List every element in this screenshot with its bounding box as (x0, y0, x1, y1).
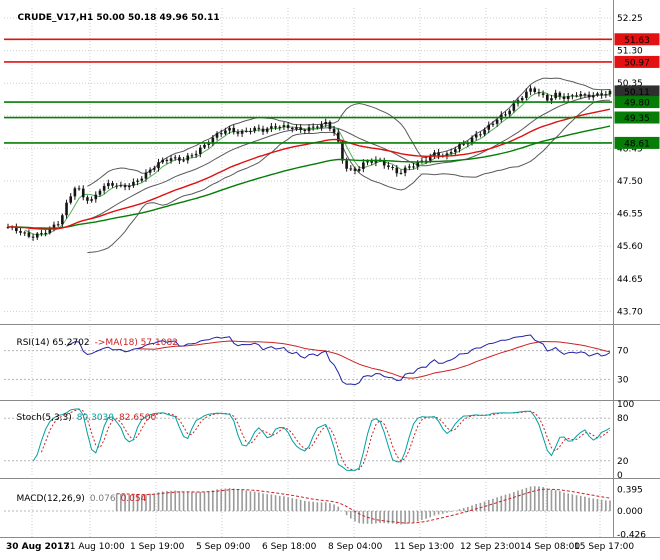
time-tick-label: 11 Sep 13:00 (394, 542, 454, 552)
stoch-tick-label: 20 (617, 457, 629, 467)
stoch-tick-label: 100 (617, 400, 634, 410)
rsi-ma-value: ->MA(18) 57.1082 (94, 338, 178, 348)
price-axis[interactable]: 52.2551.3050.3549.4048.4547.5046.5545.60… (617, 14, 646, 540)
rsi-tick-label: 30 (617, 375, 629, 385)
rsi-tick-label: 70 (617, 347, 629, 357)
stoch-tick-label: 0 (617, 471, 623, 481)
macd-tick-label: -0.426 (617, 530, 646, 540)
macd-label: MACD(12,26,9) 0.076 0.054 (5, 484, 146, 514)
time-tick-label: 12 Sep 23:00 (460, 542, 520, 552)
time-tick-label: 14 Sep 08:00 (520, 542, 580, 552)
stoch-tick-label: 80 (617, 414, 629, 424)
symbol-ohlc-quote: CRUDE_V17,H1 50.00 50.18 49.96 50.11 (17, 13, 220, 23)
time-tick-label: 15 Sep 17:00 (574, 542, 634, 552)
time-tick-label: 30 Aug 2017 (6, 542, 70, 552)
main-price-chart[interactable] (6, 77, 612, 254)
price-badge (614, 85, 660, 98)
price-tick-label: 44.65 (617, 275, 643, 285)
macd-tick-label: 0.000 (617, 507, 643, 517)
time-tick-label: 31 Aug 10:00 (64, 542, 125, 552)
stochastic-panel-plot[interactable] (4, 408, 612, 471)
price-tick-label: 51.30 (617, 47, 643, 57)
macd-signal-value: 0.054 (120, 494, 147, 504)
macd-panel-plot[interactable] (4, 486, 612, 525)
time-tick-label: 8 Sep 04:00 (328, 542, 383, 552)
price-badge (614, 136, 660, 149)
price-tick-label: 48.45 (617, 144, 643, 154)
price-tick-label: 46.55 (617, 210, 643, 220)
price-tick-label: 43.70 (617, 307, 643, 317)
time-tick-label: 1 Sep 19:00 (130, 542, 185, 552)
price-badge (614, 96, 660, 109)
price-tick-label: 52.25 (617, 14, 643, 24)
panel-separators (0, 0, 660, 538)
price-badge-value: 49.80 (624, 99, 650, 109)
price-badge (614, 55, 660, 68)
rsi-name-value: RSI(14) 65.2702 (16, 338, 90, 348)
price-badge-value: 50.97 (624, 58, 650, 68)
chart-title: CRUDE_V17,H1 50.00 50.18 49.96 50.11 (5, 3, 220, 33)
price-badge-value: 48.61 (624, 139, 650, 149)
stoch-d-value: 82.6500 (119, 413, 157, 423)
price-tick-label: 50.35 (617, 79, 643, 89)
price-badge-value: 51.63 (624, 36, 650, 46)
time-tick-label: 6 Sep 18:00 (262, 542, 317, 552)
price-tick-label: 45.60 (617, 242, 643, 252)
stoch-name: Stoch(5,3,3) (16, 413, 72, 423)
grid (4, 8, 612, 537)
stoch-k-value: 80.3030 (76, 413, 114, 423)
price-badge-value: 50.11 (624, 88, 650, 98)
macd-tick-label: 0.395 (617, 485, 643, 495)
rsi-label: RSI(14) 65.2702 ->MA(18) 57.1082 (5, 328, 178, 358)
horizontal-level-lines (4, 38, 612, 144)
time-tick-label: 5 Sep 09:00 (196, 542, 251, 552)
macd-main-value: 0.076 (89, 494, 116, 504)
price-tick-label: 47.50 (617, 177, 643, 187)
macd-name: MACD(12,26,9) (16, 494, 85, 504)
stochastic-label: Stoch(5,3,3) 80.3030 82.6500 (5, 403, 156, 433)
price-badge (614, 33, 660, 46)
price-badge-value: 49.35 (624, 114, 650, 124)
price-badge (614, 111, 660, 124)
rsi-panel-plot[interactable] (4, 334, 612, 386)
